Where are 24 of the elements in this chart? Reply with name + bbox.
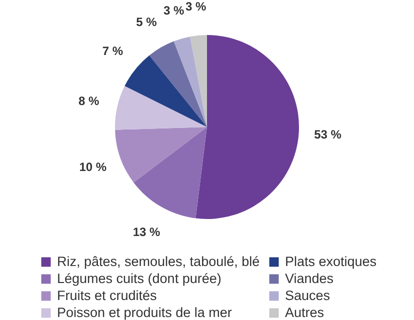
data-label: 3 %: [185, 0, 206, 14]
data-label: 7 %: [102, 44, 124, 58]
pie-slice: [190, 35, 207, 127]
pie-slice: [196, 35, 299, 219]
legend-label: Riz, pâtes, semoules, taboulé, blé: [57, 254, 260, 269]
pie-slice: [149, 41, 207, 127]
legend-label: Légumes cuits (dont purée): [57, 271, 222, 286]
legend-label: Fruits et crudités: [57, 288, 158, 303]
legend-label: Sauces: [285, 288, 330, 303]
legend-label: Viandes: [285, 271, 334, 286]
data-label: 8 %: [78, 94, 100, 108]
pie-slice: [174, 36, 207, 127]
pie-slice: [124, 55, 207, 127]
data-label: 53 %: [314, 127, 342, 142]
legend-label: Autres: [285, 305, 324, 320]
pie-slice: [115, 127, 207, 182]
data-label: 13 %: [132, 224, 160, 239]
pie-slice: [115, 86, 207, 130]
data-label: 10 %: [79, 160, 107, 174]
data-label: 5 %: [136, 15, 158, 30]
legend-label: Poisson et produits de la mer: [57, 305, 232, 320]
data-label: 3 %: [164, 4, 185, 18]
legend-label: Plats exotiques: [285, 254, 377, 269]
pie-slice: [134, 127, 207, 218]
